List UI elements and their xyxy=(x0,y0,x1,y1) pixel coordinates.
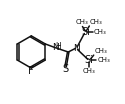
Text: N: N xyxy=(52,43,59,52)
Text: Si: Si xyxy=(81,27,90,37)
Text: CH₃: CH₃ xyxy=(76,19,89,25)
Text: CH₃: CH₃ xyxy=(94,29,107,35)
Text: F: F xyxy=(28,66,34,76)
Text: Si: Si xyxy=(85,55,94,65)
Text: CH₃: CH₃ xyxy=(97,57,110,63)
Text: CH₃: CH₃ xyxy=(94,48,107,54)
Text: S: S xyxy=(62,64,68,74)
Text: CH₃: CH₃ xyxy=(83,68,95,74)
Text: H: H xyxy=(55,42,61,51)
Text: N: N xyxy=(73,44,80,53)
Text: CH₃: CH₃ xyxy=(90,19,102,25)
